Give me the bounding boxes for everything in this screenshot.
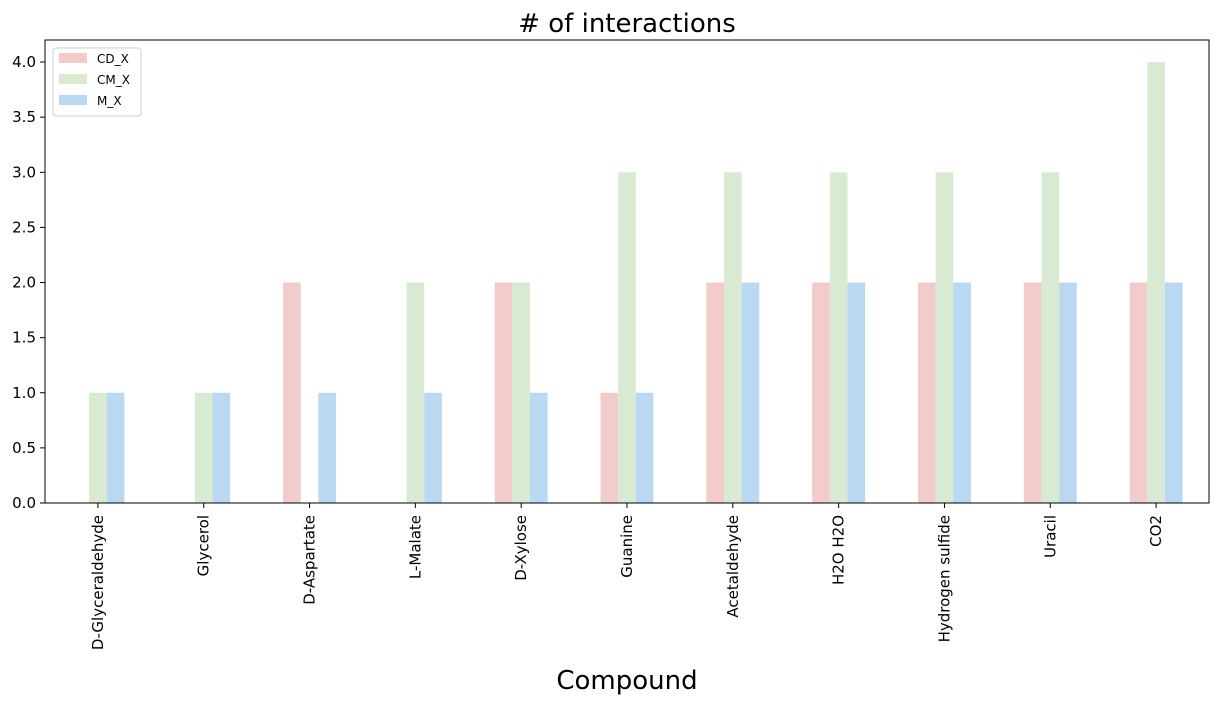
bar-CM_X-Glycerol xyxy=(194,392,213,503)
bar-M_X-Hydrogen sulfide xyxy=(953,282,971,503)
legend-label-M_X: M_X xyxy=(97,94,122,108)
bar-CM_X-Hydrogen sulfide xyxy=(935,172,954,504)
bar-CD_X-Uracil xyxy=(1023,282,1042,503)
legend-swatch-CD_X xyxy=(59,53,87,63)
x-axis: D-Glyceraldehyde Glycerol D-Aspartate L-Mal… xyxy=(89,503,1165,650)
y-tick-label: 2.5 xyxy=(12,218,36,236)
bar-M_X-L-Malate xyxy=(424,392,442,503)
legend: CD_X CM_X M_X xyxy=(52,47,142,117)
y-tick-label: 0.0 xyxy=(12,494,36,512)
x-tick-label: D-Glyceraldehyde xyxy=(89,515,107,650)
bar-M_X-Uracil xyxy=(1059,282,1077,503)
bar-CD_X-D-Aspartate xyxy=(283,282,301,503)
bar-M_X-D-Glyceraldehyde xyxy=(106,392,125,503)
bar-M_X-Glycerol xyxy=(212,392,231,503)
bar-M_X-D-Xylose xyxy=(530,392,548,503)
x-axis-label: Compound xyxy=(556,666,697,696)
x-tick-label: Glycerol xyxy=(195,515,213,576)
bar-CD_X-Hydrogen sulfide xyxy=(918,282,936,503)
y-tick-label: 2.0 xyxy=(12,274,36,292)
bar-CM_X-CO2 xyxy=(1147,62,1165,504)
bar-CD_X-D-Xylose xyxy=(494,282,513,503)
bar-M_X-Acetaldehyde xyxy=(741,282,760,503)
bar-M_X-H2O H2O xyxy=(847,282,866,503)
plot-area xyxy=(89,62,1183,504)
bar-CM_X-Uracil xyxy=(1041,172,1060,504)
legend-swatch-CM_X xyxy=(59,74,87,84)
bar-CD_X-Acetaldehyde xyxy=(706,282,724,503)
y-axis: 0.0 0.5 1.0 1.5 2.0 2.5 3.0 3.5 4.0 xyxy=(12,53,45,512)
x-tick-label: Uracil xyxy=(1041,515,1059,558)
bar-CD_X-CO2 xyxy=(1129,282,1148,503)
bar-CM_X-Guanine xyxy=(618,172,636,504)
x-tick-label: D-Aspartate xyxy=(301,515,319,605)
bar-CD_X-H2O H2O xyxy=(812,282,830,503)
bar-CM_X-D-Xylose xyxy=(512,282,530,503)
y-tick-label: 1.0 xyxy=(12,384,36,402)
legend-label-CD_X: CD_X xyxy=(97,52,129,66)
bar-CM_X-L-Malate xyxy=(406,282,425,503)
x-tick-label: L-Malate xyxy=(406,515,424,579)
bar-CM_X-H2O H2O xyxy=(829,172,848,504)
x-tick-label: Acetaldehyde xyxy=(724,515,742,618)
x-tick-label: Guanine xyxy=(618,515,636,578)
y-tick-label: 4.0 xyxy=(12,53,36,71)
y-tick-label: 1.5 xyxy=(12,329,36,347)
bar-M_X-D-Aspartate xyxy=(318,392,336,503)
x-tick-label: D-Xylose xyxy=(512,515,530,581)
bar-M_X-CO2 xyxy=(1164,282,1183,503)
x-tick-label: CO2 xyxy=(1147,515,1165,547)
legend-label-CM_X: CM_X xyxy=(97,73,130,87)
bar-M_X-Guanine xyxy=(635,392,654,503)
bar-CM_X-D-Glyceraldehyde xyxy=(89,392,107,503)
chart-title: # of interactions xyxy=(518,9,736,39)
bar-CM_X-Acetaldehyde xyxy=(724,172,742,504)
x-tick-label: Hydrogen sulfide xyxy=(935,515,953,642)
y-tick-label: 0.5 xyxy=(12,439,36,457)
bar-CD_X-Guanine xyxy=(600,392,619,503)
legend-swatch-M_X xyxy=(59,95,87,105)
y-tick-label: 3.5 xyxy=(12,108,36,126)
y-tick-label: 3.0 xyxy=(12,163,36,181)
x-tick-label: H2O H2O xyxy=(830,515,848,585)
